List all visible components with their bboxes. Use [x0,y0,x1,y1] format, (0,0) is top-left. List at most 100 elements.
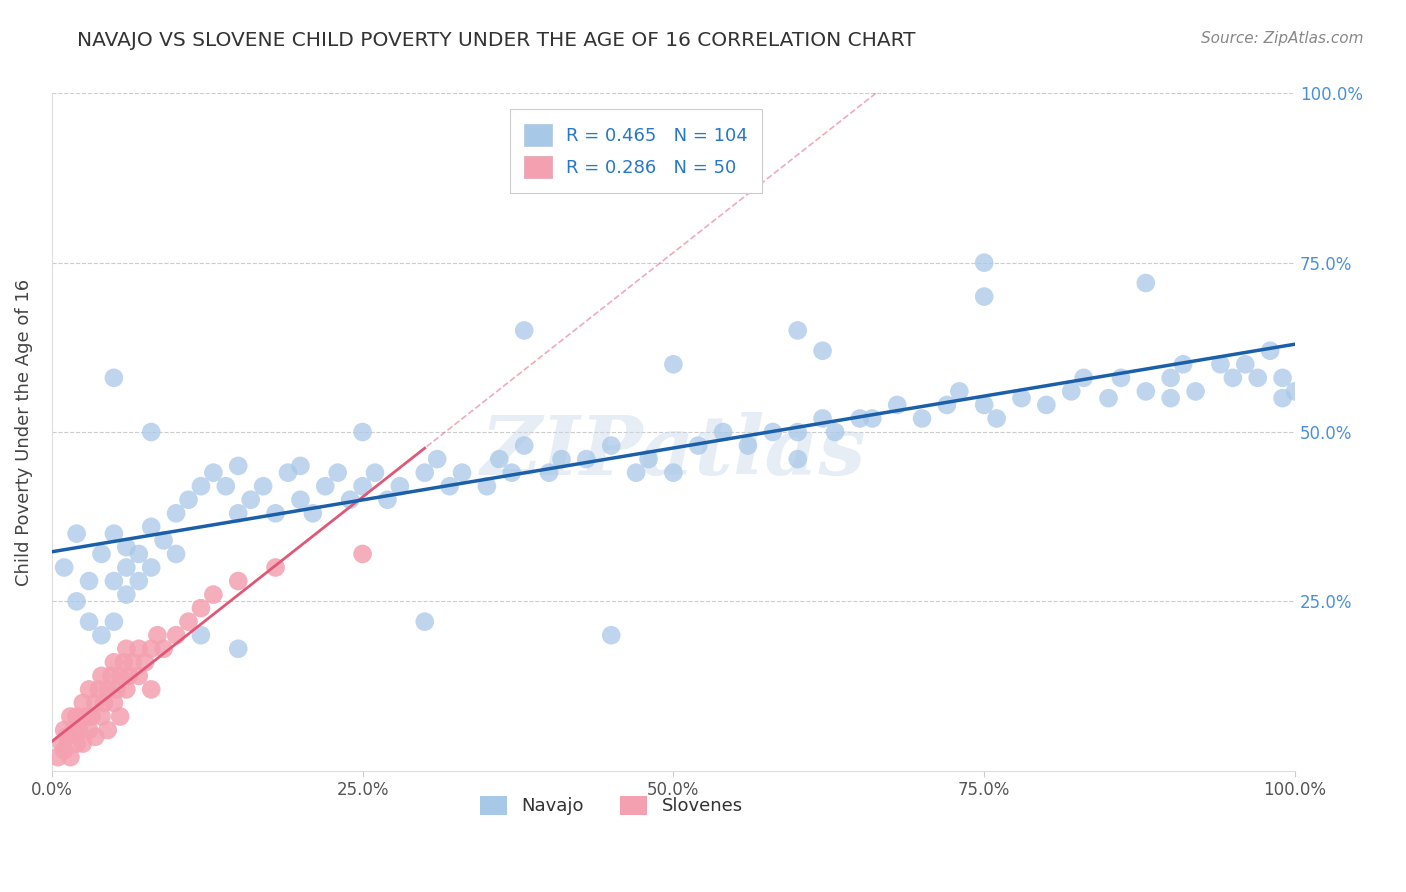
Point [128,669,150,683]
Point [93,696,115,710]
Legend: Navajo, Slovenes: Navajo, Slovenes [472,789,749,822]
Point [711,425,734,439]
Point [90,669,112,683]
Point [314,479,336,493]
Point [886,398,908,412]
Point [538,466,561,480]
Point [115,588,138,602]
Point [911,411,934,425]
Point [103,371,125,385]
Point [165,628,187,642]
Point [76,709,98,723]
Point [90,628,112,642]
Text: ZIPatlas: ZIPatlas [481,412,866,492]
Point [77,574,100,588]
Point [90,709,112,723]
Point [352,425,374,439]
Point [165,506,187,520]
Point [501,466,523,480]
Point [59,709,82,723]
Point [72,737,94,751]
Point [63,723,86,737]
Point [152,641,174,656]
Point [165,547,187,561]
Point [439,479,461,493]
Point [226,458,249,473]
Point [105,682,128,697]
Point [786,323,808,337]
Point [786,452,808,467]
Point [141,425,163,439]
Point [860,411,883,425]
Point [103,656,125,670]
Point [637,452,659,467]
Point [77,615,100,629]
Point [948,384,970,399]
Point [600,439,623,453]
Point [1209,357,1232,371]
Point [488,452,510,467]
Point [252,479,274,493]
Point [141,682,163,697]
Point [1171,357,1194,371]
Point [190,479,212,493]
Point [190,601,212,615]
Point [475,479,498,493]
Point [264,560,287,574]
Point [364,466,387,480]
Point [277,466,299,480]
Point [202,588,225,602]
Point [762,425,785,439]
Point [986,411,1008,425]
Point [103,615,125,629]
Point [1109,371,1132,385]
Point [53,560,76,574]
Point [413,466,436,480]
Point [226,506,249,520]
Point [1284,384,1306,399]
Point [1135,276,1157,290]
Point [973,289,995,303]
Point [451,466,474,480]
Point [103,574,125,588]
Point [302,506,325,520]
Point [121,656,143,670]
Point [352,479,374,493]
Point [1234,357,1257,371]
Point [65,526,87,541]
Point [46,750,69,764]
Point [226,641,249,656]
Point [190,628,212,642]
Point [1097,391,1119,405]
Point [377,492,399,507]
Point [87,682,110,697]
Point [108,709,131,723]
Point [108,669,131,683]
Point [239,492,262,507]
Point [1222,371,1244,385]
Point [226,574,249,588]
Point [1073,371,1095,385]
Point [339,492,361,507]
Point [115,641,138,656]
Point [973,398,995,412]
Point [326,466,349,480]
Point [1160,391,1182,405]
Point [128,547,150,561]
Point [141,641,163,656]
Point [1258,343,1281,358]
Point [53,743,76,757]
Point [112,656,135,670]
Point [550,452,572,467]
Point [115,560,138,574]
Point [100,669,122,683]
Point [146,628,169,642]
Point [103,526,125,541]
Point [65,594,87,608]
Point [849,411,872,425]
Point [1247,371,1270,385]
Point [352,547,374,561]
Point [1135,384,1157,399]
Point [72,696,94,710]
Point [128,641,150,656]
